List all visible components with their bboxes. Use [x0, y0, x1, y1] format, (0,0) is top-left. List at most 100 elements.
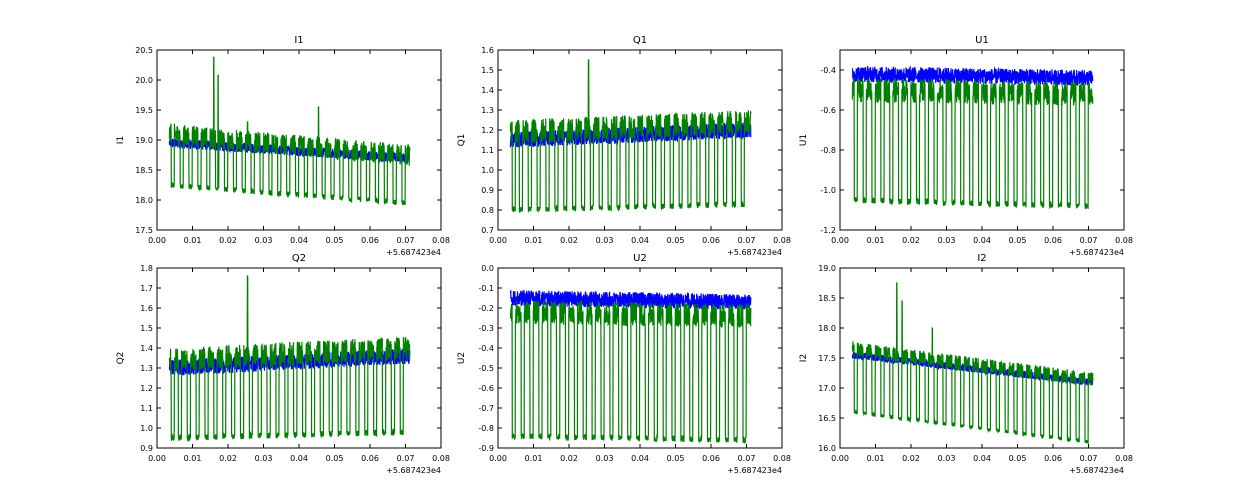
data-area — [851, 65, 1094, 210]
x-offset-label: +5.687423e4 — [727, 248, 782, 257]
y-tick-label: 19.0 — [135, 136, 153, 145]
y-tick-label: 1.4 — [481, 86, 494, 95]
x-tick-label: 0.02 — [902, 454, 920, 463]
data-area — [851, 282, 1094, 444]
x-tick-label: 0.02 — [902, 236, 920, 245]
x-tick-label: 0.02 — [219, 454, 237, 463]
subplot-title: I1 — [294, 35, 303, 46]
y-tick-label: 1.6 — [481, 46, 494, 55]
x-tick-label: 0.08 — [1115, 236, 1133, 245]
x-tick-label: 0.08 — [773, 236, 791, 245]
series-line-green — [509, 59, 752, 214]
y-tick-label: -0.2 — [478, 304, 494, 313]
x-tick-label: 0.08 — [1115, 454, 1133, 463]
x-tick-label: 0.06 — [702, 454, 720, 463]
x-tick-label: 0.02 — [560, 236, 578, 245]
y-tick-label: 1.1 — [481, 146, 494, 155]
y-tick-label: -1.2 — [820, 226, 836, 235]
x-tick-label: 0.07 — [397, 236, 415, 245]
series-line-green — [168, 56, 411, 206]
x-tick-label: 0.03 — [596, 236, 614, 245]
x-tick-label: 0.05 — [1009, 454, 1027, 463]
subplot-title: U2 — [633, 253, 647, 264]
y-tick-label: 0.9 — [140, 444, 153, 453]
x-tick-label: 0.00 — [489, 454, 507, 463]
x-tick-label: 0.01 — [184, 454, 202, 463]
series-line-green — [509, 300, 752, 444]
x-offset-label: +5.687423e4 — [386, 466, 441, 475]
y-tick-label: -0.6 — [820, 106, 836, 115]
y-tick-label: 0.9 — [481, 186, 494, 195]
x-tick-label: 0.05 — [667, 454, 685, 463]
x-tick-label: 0.02 — [560, 454, 578, 463]
y-tick-label: 1.2 — [140, 384, 153, 393]
y-axis-label: I1 — [116, 136, 126, 144]
x-tick-label: 0.04 — [290, 454, 308, 463]
y-tick-label: 1.5 — [140, 324, 153, 333]
x-tick-label: 0.03 — [938, 454, 956, 463]
y-tick-label: 1.0 — [481, 166, 494, 175]
y-axis-label: Q1 — [457, 134, 467, 147]
series-line-green — [851, 78, 1094, 210]
x-tick-label: 0.07 — [1080, 454, 1098, 463]
x-tick-label: 0.06 — [361, 454, 379, 463]
x-tick-label: 0.06 — [1044, 236, 1062, 245]
y-tick-label: -1.0 — [820, 186, 836, 195]
x-tick-label: 0.04 — [973, 454, 991, 463]
x-tick-label: 0.02 — [219, 236, 237, 245]
y-tick-label: 18.0 — [818, 324, 836, 333]
y-tick-label: 0.8 — [481, 206, 494, 215]
subplot-title: U1 — [975, 35, 989, 46]
x-tick-label: 0.03 — [255, 454, 273, 463]
x-tick-label: 0.08 — [773, 454, 791, 463]
x-tick-label: 0.05 — [667, 236, 685, 245]
x-tick-label: 0.01 — [525, 454, 543, 463]
x-offset-label: +5.687423e4 — [727, 466, 782, 475]
y-tick-label: 18.5 — [818, 294, 836, 303]
y-tick-label: -0.4 — [820, 66, 836, 75]
y-tick-label: 20.5 — [135, 46, 153, 55]
y-tick-label: 17.5 — [818, 354, 836, 363]
y-tick-label: 19.0 — [818, 264, 836, 273]
series-line-blue — [168, 348, 411, 376]
y-tick-label: 16.0 — [818, 444, 836, 453]
subplot-title: Q1 — [633, 35, 647, 46]
y-tick-label: -0.6 — [478, 384, 494, 393]
y-tick-label: 1.1 — [140, 404, 153, 413]
y-tick-label: 18.5 — [135, 166, 153, 175]
data-area — [168, 56, 411, 206]
subplot-q2: Q2 Q2 0.00 0.01 0.02 0.03 0.04 0.05 0.06 0.07 0.08… — [116, 253, 450, 475]
x-tick-label: 0.03 — [255, 236, 273, 245]
x-tick-label: 0.07 — [1080, 236, 1098, 245]
x-tick-label: 0.07 — [738, 454, 756, 463]
data-area — [168, 275, 411, 443]
y-tick-label: 19.5 — [135, 106, 153, 115]
x-tick-label: 0.03 — [596, 454, 614, 463]
y-tick-label: 1.4 — [140, 344, 153, 353]
y-tick-label: -0.9 — [478, 444, 494, 453]
x-tick-label: 0.06 — [1044, 454, 1062, 463]
x-tick-label: 0.07 — [397, 454, 415, 463]
x-tick-label: 0.01 — [184, 236, 202, 245]
series-line-blue — [851, 65, 1094, 86]
subplot-title: Q2 — [292, 253, 306, 264]
y-tick-label: 17.5 — [135, 226, 153, 235]
data-area — [509, 59, 752, 214]
y-tick-label: 1.3 — [140, 364, 153, 373]
x-tick-label: 0.07 — [738, 236, 756, 245]
subplot-u1: U1 U1 0.00 0.01 0.02 0.03 0.04 0.05 0.06 0.07 0.08… — [799, 35, 1133, 257]
x-tick-label: 0.03 — [938, 236, 956, 245]
y-tick-label: 1.8 — [140, 264, 153, 273]
x-tick-label: 0.06 — [361, 236, 379, 245]
x-tick-label: 0.08 — [432, 454, 450, 463]
y-axis-label: U2 — [457, 352, 467, 364]
x-tick-label: 0.04 — [290, 236, 308, 245]
x-tick-label: 0.04 — [631, 236, 649, 245]
subplot-i2: I2 I2 0.00 0.01 0.02 0.03 0.04 0.05 0.06 0.07 0.08… — [799, 253, 1133, 475]
x-tick-label: 0.00 — [489, 236, 507, 245]
y-tick-label: 1.0 — [140, 424, 153, 433]
subplot-q1: Q1 Q1 0.00 0.01 0.02 0.03 0.04 0.05 0.06 0.07 0.08… — [457, 35, 791, 257]
y-tick-label: -0.3 — [478, 324, 494, 333]
series-line-green — [851, 282, 1094, 444]
x-tick-label: 0.05 — [1009, 236, 1027, 245]
